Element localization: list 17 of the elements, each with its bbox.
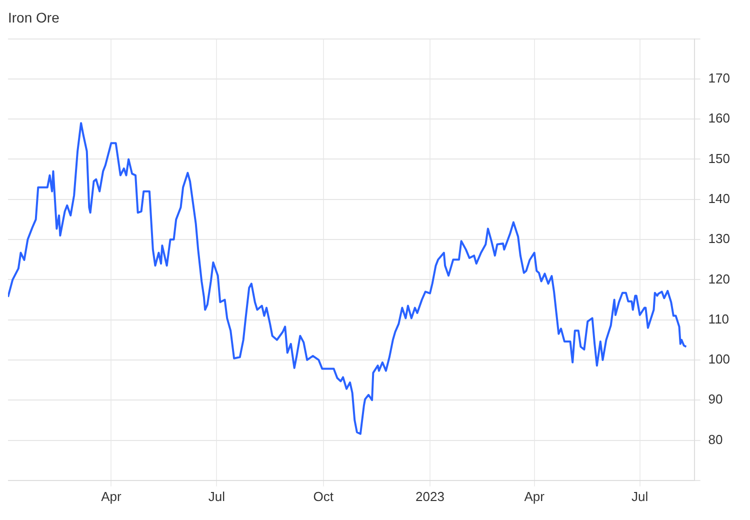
x-tick-label: Jul (632, 488, 648, 504)
y-tick-label: 120 (708, 271, 730, 286)
x-tick-label: Apr (524, 488, 546, 504)
y-tick-label: 90 (708, 392, 723, 407)
y-tick-label: 160 (708, 110, 730, 126)
x-tick-label: Oct (313, 488, 334, 504)
x-tick-label: Jul (208, 488, 226, 504)
y-tick-label: 80 (708, 432, 723, 447)
y-tick-label: 110 (708, 311, 730, 326)
y-tick-label: 140 (708, 190, 730, 206)
x-tick-label: Apr (101, 488, 122, 504)
y-tick-label: 130 (708, 231, 730, 246)
x-tick-label: 2023 (416, 488, 444, 504)
y-tick-label: 100 (708, 352, 730, 367)
y-tick-label: 170 (708, 70, 730, 86)
y-tick-label: 150 (708, 150, 730, 166)
chart-title: Iron Ore (8, 9, 60, 26)
